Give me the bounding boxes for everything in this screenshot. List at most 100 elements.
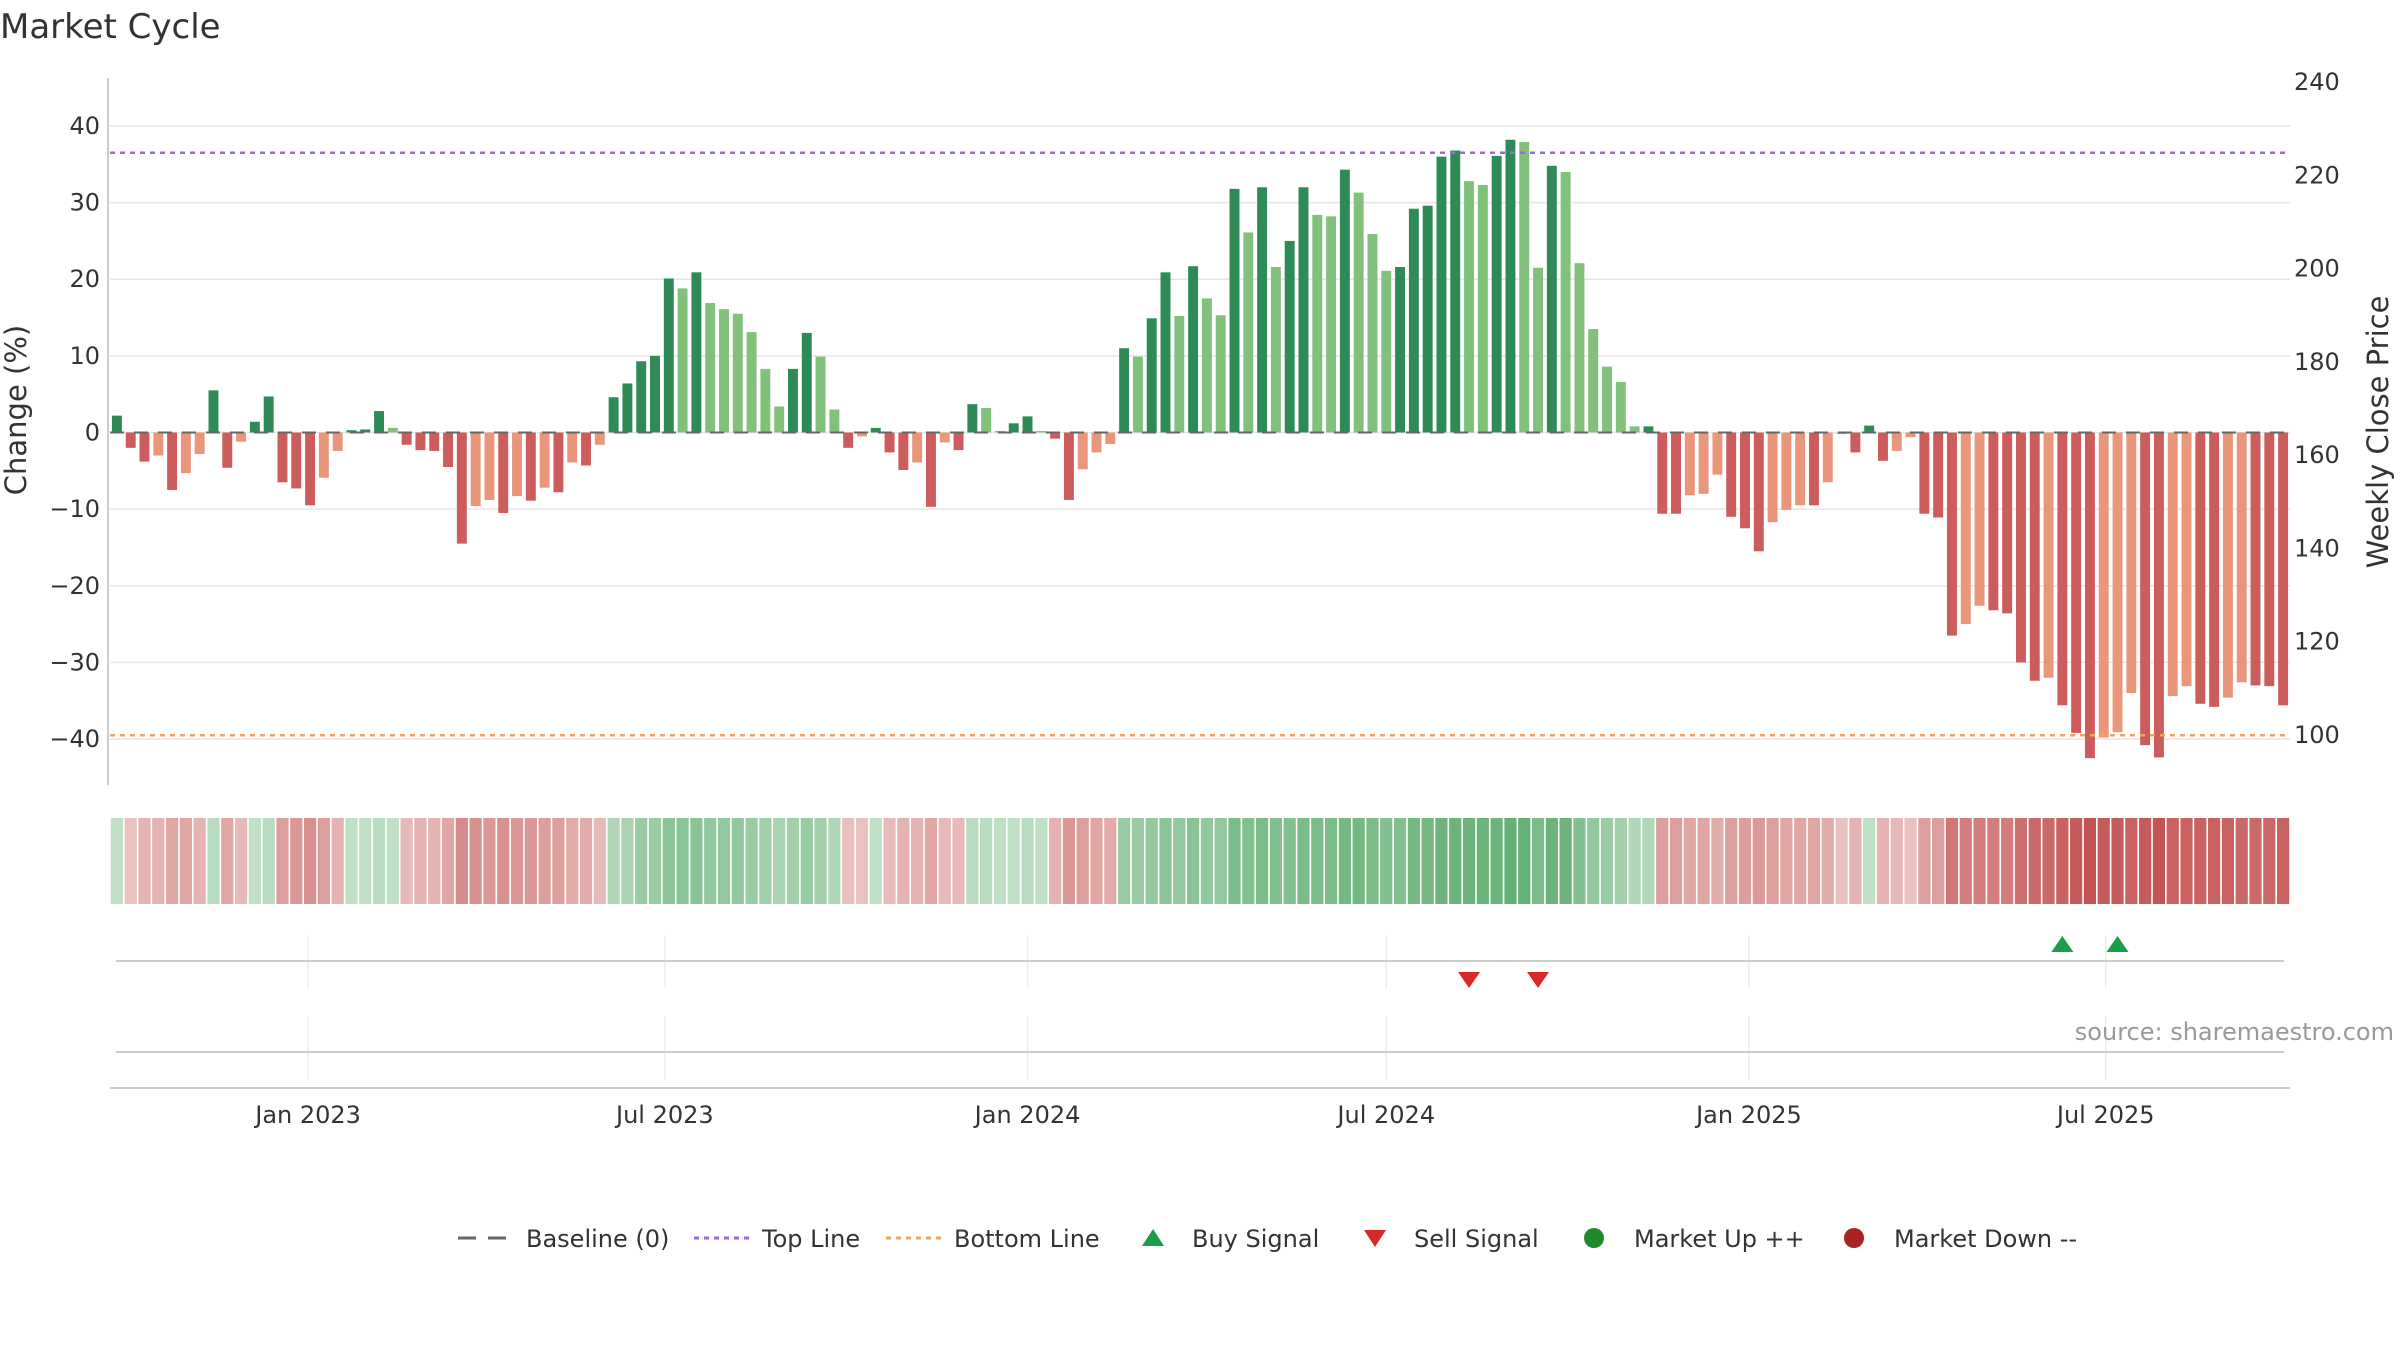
- x-tick-label: Jul 2025: [2055, 1101, 2155, 1129]
- heat-cell: [1545, 818, 1558, 904]
- change-bar: [1974, 432, 1985, 606]
- change-bar: [1574, 263, 1585, 433]
- legend-item: Market Down --: [1844, 1225, 2077, 1253]
- heat-cell: [2111, 818, 2124, 904]
- legend-swatch: [1142, 1229, 1164, 1246]
- change-bar: [1036, 430, 1047, 433]
- change-bar: [1822, 432, 1833, 483]
- heat-cell: [400, 818, 413, 904]
- heat-cell: [1476, 818, 1489, 904]
- heat-cell: [662, 818, 675, 904]
- heat-cell: [759, 818, 772, 904]
- change-bar: [525, 432, 536, 501]
- heat-cell: [869, 818, 882, 904]
- change-bar: [1422, 205, 1433, 433]
- heat-cell: [441, 818, 455, 904]
- heat-cell: [1228, 818, 1241, 904]
- change-bar: [1257, 187, 1268, 433]
- left-tick-label: −20: [49, 572, 100, 600]
- heat-cell: [1490, 818, 1503, 904]
- heat-cell: [1518, 818, 1531, 904]
- heat-cell: [2056, 818, 2069, 904]
- change-bar: [608, 397, 619, 433]
- heat-cell: [1393, 818, 1407, 904]
- heat-cell: [1255, 818, 1269, 904]
- heat-cell: [717, 818, 731, 904]
- legend-item: Baseline (0): [458, 1225, 669, 1253]
- heat-cell: [1421, 818, 1434, 904]
- heat-cell: [1531, 818, 1545, 904]
- left-tick-label: 10: [69, 342, 100, 370]
- change-bar: [401, 432, 412, 445]
- change-bar: [774, 406, 785, 433]
- heat-cell: [1587, 818, 1600, 904]
- heat-cell: [538, 818, 551, 904]
- heat-cell: [1104, 818, 1117, 904]
- change-bar: [2002, 432, 2013, 614]
- change-bar: [1905, 432, 1916, 438]
- change-bar: [498, 432, 509, 513]
- heat-cell: [704, 818, 717, 904]
- heat-cell: [1573, 818, 1586, 904]
- change-bar: [829, 409, 840, 433]
- change-bar: [1684, 432, 1695, 496]
- right-tick-label: 160: [2294, 441, 2340, 469]
- heat-cell: [1669, 818, 1683, 904]
- heat-cell: [1628, 818, 1641, 904]
- change-bar: [1946, 432, 1957, 636]
- change-bar: [2278, 432, 2289, 706]
- change-bar: [1215, 315, 1226, 433]
- change-bar: [1450, 150, 1461, 433]
- change-bar: [1988, 432, 1999, 611]
- heat-cell: [1076, 818, 1089, 904]
- left-y-axis-label: Change (%): [0, 325, 33, 495]
- change-bar: [263, 396, 274, 433]
- heat-cell: [152, 818, 165, 904]
- heat-cell: [345, 818, 358, 904]
- change-bar: [2043, 432, 2054, 678]
- change-bar: [2098, 432, 2109, 738]
- heat-cell: [1449, 818, 1462, 904]
- heat-cell: [2139, 818, 2152, 904]
- heat-strip: [110, 818, 2290, 904]
- heat-cell: [676, 818, 689, 904]
- change-bar: [125, 432, 136, 448]
- legend-label: Market Up ++: [1634, 1225, 1805, 1253]
- change-bar: [1464, 181, 1475, 433]
- heat-cell: [635, 818, 648, 904]
- heat-cell: [1780, 818, 1793, 904]
- heat-cell: [1504, 818, 1517, 904]
- left-tick-label: 20: [69, 265, 100, 293]
- change-bar: [1657, 432, 1668, 514]
- change-bar: [1436, 156, 1447, 433]
- heat-cell: [1200, 818, 1213, 904]
- change-bar: [981, 407, 992, 433]
- change-bar: [291, 432, 302, 489]
- heat-cell: [2166, 818, 2179, 904]
- heat-cell: [524, 818, 537, 904]
- heat-cell: [221, 818, 234, 904]
- heat-cell: [1725, 818, 1738, 904]
- heat-cell: [359, 818, 372, 904]
- heat-cell: [428, 818, 441, 904]
- heat-cell: [552, 818, 565, 904]
- x-tick-label: Jul 2024: [1335, 1101, 1435, 1129]
- change-bar: [360, 429, 371, 433]
- change-bar: [939, 432, 950, 443]
- x-axis: Jan 2023 Jul 2023 Jan 2024 Jul 2024 Jan 2025…: [110, 1087, 2290, 1129]
- change-bar: [2236, 432, 2247, 683]
- heat-cell: [1118, 818, 1131, 904]
- change-bar: [553, 432, 564, 493]
- change-bar: [2181, 432, 2192, 687]
- legend-swatch: [1584, 1228, 1604, 1248]
- change-bar: [415, 432, 426, 451]
- heat-cell: [207, 818, 220, 904]
- change-bar: [1298, 187, 1309, 433]
- left-tick-label: −40: [49, 725, 100, 753]
- change-bar: [1919, 432, 1930, 514]
- change-bar: [2264, 432, 2275, 687]
- change-bar: [1270, 266, 1281, 433]
- heat-cell: [1835, 818, 1848, 904]
- heat-cell: [2235, 818, 2248, 904]
- heat-cell: [773, 818, 786, 904]
